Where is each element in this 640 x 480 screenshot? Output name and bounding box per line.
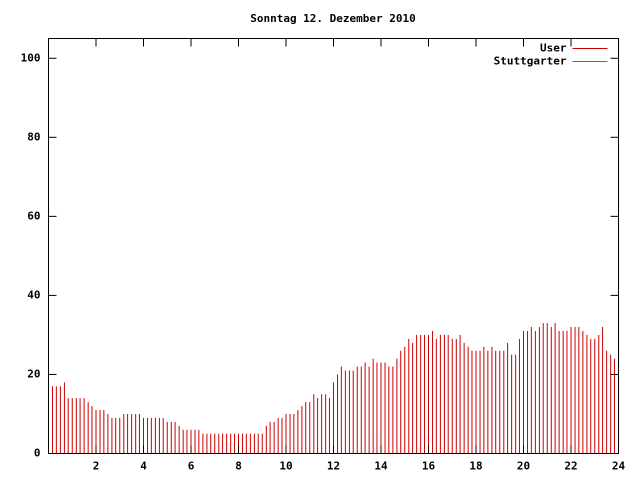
x-tick-label: 12 <box>327 460 340 473</box>
chart-title: Sonntag 12. Dezember 2010 <box>250 12 416 25</box>
x-tick-label: 24 <box>612 460 626 473</box>
y-tick-label: 60 <box>27 209 40 222</box>
x-tick-label: 16 <box>422 460 436 473</box>
legend-label: User <box>540 42 567 55</box>
y-tick-label: 100 <box>21 51 41 64</box>
y-tick-label: 0 <box>34 447 41 460</box>
x-tick-label: 22 <box>564 460 577 473</box>
x-tick-label: 14 <box>374 460 388 473</box>
y-tick-label: 40 <box>27 288 40 301</box>
y-tick-label: 80 <box>27 130 40 143</box>
x-tick-label: 20 <box>517 460 530 473</box>
x-tick-label: 8 <box>235 460 242 473</box>
legend-label: Stuttgarter <box>494 55 567 68</box>
x-tick-label: 18 <box>469 460 482 473</box>
y-tick-label: 20 <box>27 367 40 380</box>
x-tick-label: 6 <box>188 460 195 473</box>
x-tick-label: 2 <box>93 460 100 473</box>
x-tick-label: 4 <box>140 460 147 473</box>
x-tick-label: 10 <box>279 460 292 473</box>
